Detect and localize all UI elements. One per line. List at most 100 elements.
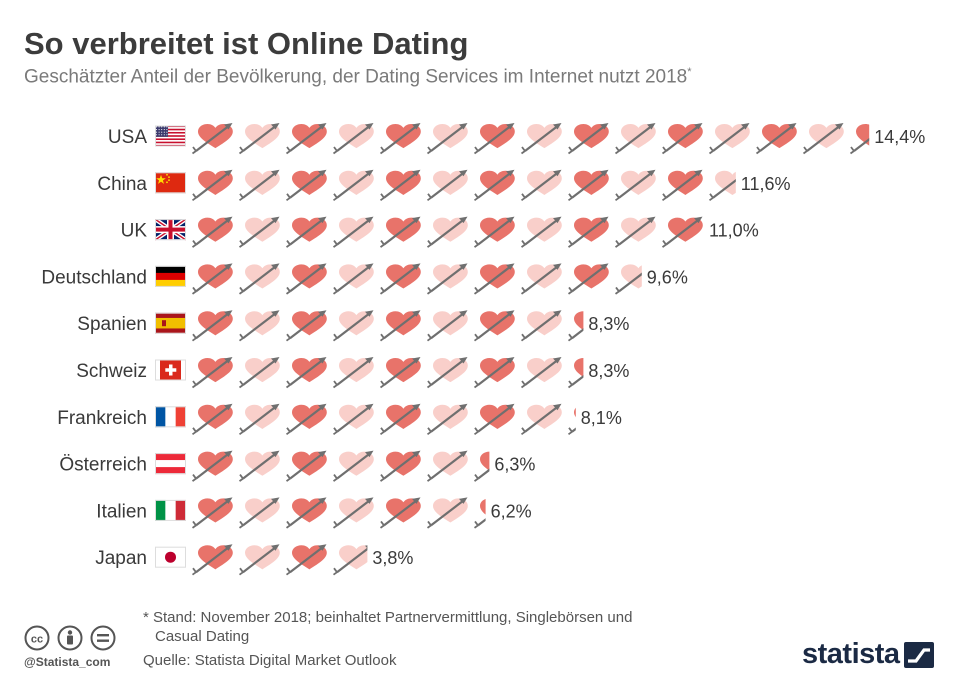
heart-arrow-icon [238, 168, 281, 202]
heart-arrow-icon [285, 168, 328, 202]
heart-arrow-icon [426, 262, 469, 295]
heart-arrow-icon [520, 121, 563, 155]
heart-arrow-icon [473, 402, 516, 436]
flag-italy-icon [155, 499, 186, 521]
heart-arrow-icon [332, 215, 375, 249]
heart-arrow-icon [755, 121, 798, 155]
value-label: 6,2% [491, 501, 532, 521]
flag-usa-icon [155, 125, 186, 147]
heart-arrow-icon [332, 309, 375, 342]
heart-arrow-icon [520, 355, 563, 389]
heart-arrow-icon [191, 215, 234, 249]
source-note: Quelle: Statista Digital Market Outlook [143, 652, 397, 669]
value-label: 11,0% [709, 221, 759, 241]
heart-arrow-icon [238, 121, 281, 155]
flag-germany-icon [155, 265, 186, 287]
heart-arrow-icon [379, 355, 422, 389]
country-label: Italien [96, 501, 147, 522]
heart-arrow-icon [238, 262, 281, 295]
country-label: China [97, 174, 147, 195]
heart-arrow-icon [520, 262, 563, 295]
heart-arrow-icon [520, 168, 563, 202]
heart-arrow-icon [191, 168, 234, 202]
chart-rows: USA 14,4% China 11,6% UK 11,0% Deutschland 9,6%… [41, 121, 925, 576]
footnote-line-2: Casual Dating [155, 628, 250, 645]
country-label: Frankreich [57, 408, 147, 429]
heart-arrow-icon [332, 121, 375, 155]
heart-arrow-icon [238, 402, 281, 436]
license-icons: cc [24, 625, 116, 651]
country-label: Spanien [77, 314, 147, 335]
statista-logo: statista [802, 638, 934, 671]
heart-arrow-icon [332, 496, 375, 530]
heart-arrow-icon [191, 355, 234, 389]
heart-arrow-icon [567, 121, 610, 155]
cc-icon: cc [24, 625, 50, 651]
heart-arrow-icon [238, 309, 281, 342]
heart-arrow-icon [426, 168, 469, 202]
heart-arrow-icon [191, 121, 234, 155]
heart-arrow-icon [426, 215, 469, 249]
heart-arrow-icon [191, 402, 234, 436]
heart-arrow-icon [191, 262, 234, 295]
heart-arrow-icon [238, 355, 281, 389]
chart-row: Schweiz 8,3% [76, 355, 629, 389]
flag-france-icon [155, 406, 186, 428]
heart-arrow-icon [285, 402, 328, 436]
chart-row: Japan 3,8% [95, 543, 413, 576]
statista-credit: @Statista_com [24, 655, 111, 669]
chart-subtitle: Geschätzter Anteil der Bevölkerung, der … [24, 66, 692, 88]
value-label: 11,6% [741, 174, 791, 194]
svg-text:cc: cc [31, 634, 43, 646]
heart-arrow-icon [520, 402, 563, 436]
country-label: Schweiz [76, 361, 147, 382]
value-label: 8,3% [588, 314, 629, 334]
pictogram-chart: USA 14,4% China 11,6% UK 11,0% Deutschland 9,6%… [41, 121, 925, 576]
heart-arrow-icon [238, 543, 281, 576]
heart-arrow-icon [332, 262, 375, 295]
heart-arrow-icon [426, 496, 469, 530]
flag-japan-icon [155, 546, 186, 568]
heart-arrow-icon [285, 215, 328, 249]
heart-arrow-icon [520, 309, 563, 342]
heart-arrow-icon [661, 121, 704, 155]
footnote: * Stand: November 2018; beinhaltet Partn… [143, 608, 743, 646]
heart-arrow-icon [567, 168, 610, 202]
heart-arrow-icon [567, 215, 610, 249]
heart-arrow-icon [520, 215, 563, 249]
heart-arrow-icon [238, 496, 281, 530]
chart-subtitle-text: Geschätzter Anteil der Bevölkerung, der … [24, 66, 688, 88]
heart-arrow-icon [285, 449, 328, 483]
heart-arrow-icon [661, 215, 704, 249]
chart-row: USA 14,4% [108, 121, 925, 155]
value-label: 14,4% [874, 127, 925, 147]
heart-arrow-icon [379, 121, 422, 155]
heart-arrow-icon [379, 215, 422, 249]
heart-arrow-icon [238, 449, 281, 483]
heart-arrow-icon [426, 121, 469, 155]
country-label: UK [121, 221, 148, 242]
heart-arrow-icon [567, 262, 610, 295]
chart-row: Frankreich 8,1% [57, 402, 622, 436]
heart-arrow-icon [473, 355, 516, 389]
flag-spain-icon [155, 312, 186, 334]
country-label: Deutschland [41, 267, 147, 288]
heart-arrow-icon [614, 215, 657, 249]
chart-row: UK 11,0% [121, 215, 759, 249]
statista-logo-text: statista [802, 638, 900, 670]
heart-arrow-icon [473, 262, 516, 295]
heart-arrow-icon [332, 355, 375, 389]
heart-arrow-icon [285, 543, 328, 576]
heart-arrow-icon [285, 355, 328, 389]
heart-arrow-icon [379, 168, 422, 202]
chart-row: Deutschland 9,6% [41, 262, 688, 295]
flag-switzerland-icon [155, 359, 186, 381]
footnote-marker: * [687, 66, 692, 78]
heart-arrow-icon [473, 309, 516, 342]
heart-arrow-icon [379, 309, 422, 342]
heart-arrow-icon [614, 168, 657, 202]
flag-china-icon [155, 172, 186, 194]
footnote-line-1: * Stand: November 2018; beinhaltet Partn… [143, 609, 633, 626]
by-icon [57, 625, 83, 651]
heart-arrow-icon [332, 402, 375, 436]
